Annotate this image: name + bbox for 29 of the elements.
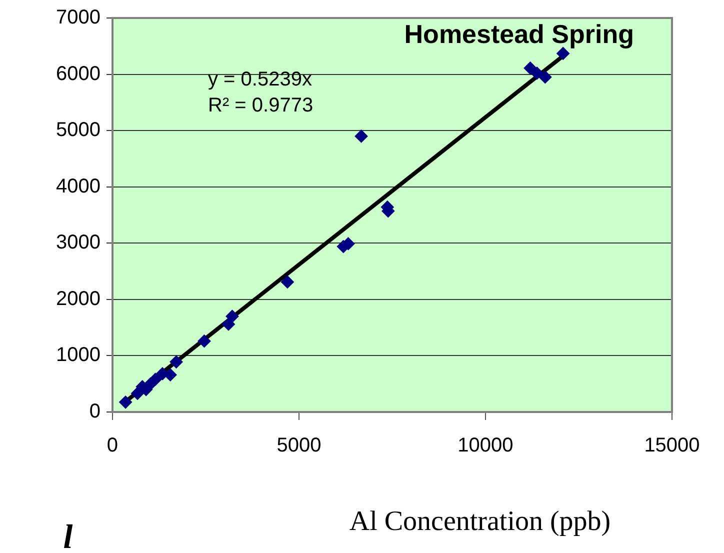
point bbox=[280, 275, 294, 288]
point bbox=[354, 130, 368, 143]
annotation: R² = 0.9773 bbox=[208, 94, 314, 117]
annotation: y = 0.5239x bbox=[208, 68, 312, 91]
point bbox=[538, 70, 552, 84]
point bbox=[530, 66, 544, 80]
x-tick-label: 10000 bbox=[458, 434, 514, 457]
x-tick-label: 5000 bbox=[276, 434, 322, 457]
y-tick-label: 3000 bbox=[56, 232, 100, 254]
y-tick-label: 0 bbox=[89, 400, 100, 423]
point bbox=[170, 355, 183, 368]
point bbox=[164, 368, 177, 382]
point bbox=[222, 318, 235, 331]
point bbox=[226, 310, 239, 323]
y-tick-label: 6000 bbox=[56, 62, 100, 85]
y-tick-label: 4000 bbox=[56, 175, 100, 198]
y-tick-label: 1000 bbox=[56, 344, 100, 366]
point bbox=[119, 396, 132, 409]
point bbox=[148, 372, 162, 386]
y-tick-label: 7000 bbox=[56, 6, 100, 29]
point bbox=[198, 334, 211, 348]
text: l bbox=[63, 519, 74, 553]
x-tick-label: 15000 bbox=[644, 434, 700, 457]
chart-title: Homestead Spring bbox=[404, 19, 634, 50]
x-tick-label: 0 bbox=[106, 434, 118, 457]
x-axis-title: Al Concentration (ppb) bbox=[349, 506, 611, 537]
y-tick-label: 5000 bbox=[56, 119, 100, 142]
point bbox=[524, 62, 537, 75]
y-tick-label: 2000 bbox=[56, 288, 100, 310]
